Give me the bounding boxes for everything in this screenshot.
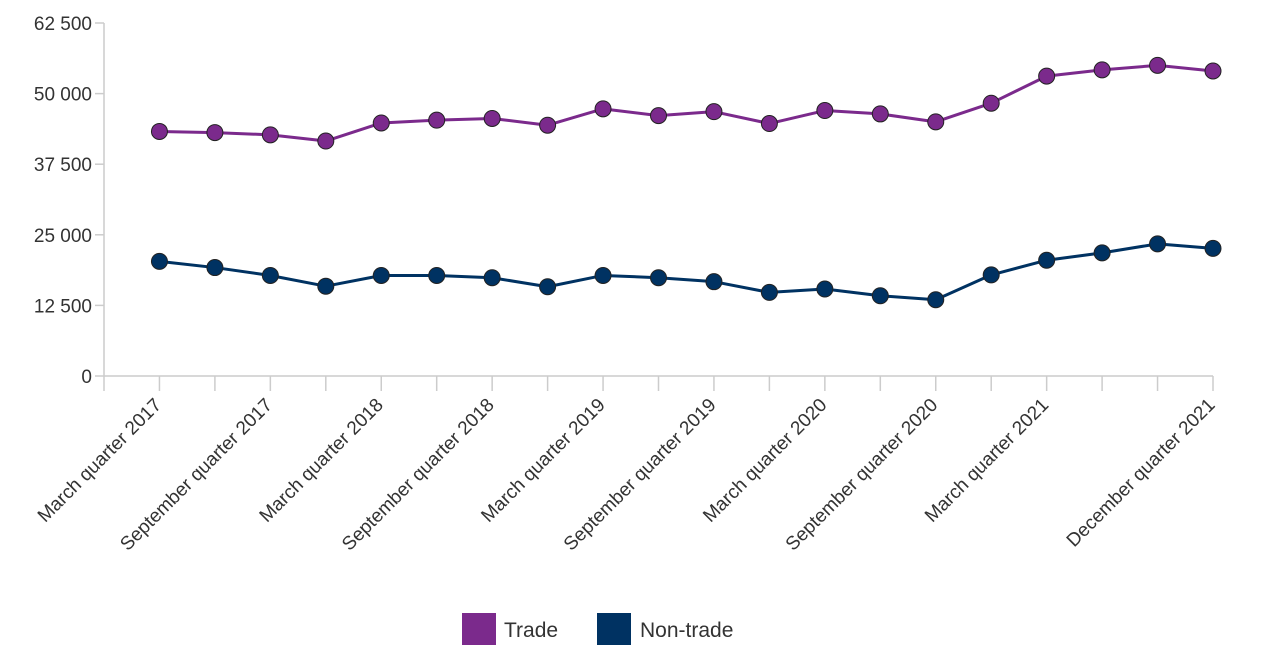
data-point-non-trade: [927, 291, 945, 309]
data-point-non-trade: [372, 266, 390, 284]
data-point-non-trade: [816, 280, 834, 298]
series-line-non-trade: [159, 242, 1214, 302]
data-point-non-trade: [206, 259, 224, 277]
data-point-trade: [1093, 61, 1111, 79]
legend-label-non-trade: Non-trade: [640, 619, 733, 642]
legend-label-trade: Trade: [504, 619, 558, 642]
legend: Trade Non-trade: [462, 613, 733, 645]
data-point-trade: [760, 115, 778, 133]
y-tick-label: 62 500: [34, 14, 92, 35]
data-point-trade: [650, 107, 667, 125]
data-point-trade: [1038, 67, 1056, 85]
data-point-trade: [539, 116, 557, 134]
data-point-trade: [372, 114, 390, 132]
data-point-non-trade: [705, 273, 723, 291]
data-point-non-trade: [982, 266, 1000, 284]
data-point-trade: [816, 102, 834, 120]
data-point-non-trade: [1149, 235, 1167, 253]
data-point-trade: [927, 113, 945, 131]
y-axis: 0 12 500 25 000 37 500 50 000 62 500: [34, 14, 105, 388]
x-tick-label: March quarter 2020: [699, 395, 831, 527]
x-tick-label: March quarter 2021: [921, 395, 1053, 527]
data-point-non-trade: [1093, 244, 1111, 262]
data-point-non-trade: [428, 266, 446, 284]
x-tick-label: March quarter 2017: [34, 395, 166, 527]
data-point-non-trade: [539, 278, 557, 296]
data-point-trade: [1149, 56, 1167, 74]
data-point-non-trade: [594, 266, 612, 284]
series-line-trade: [159, 63, 1214, 143]
data-point-trade: [982, 94, 1000, 112]
data-point-non-trade: [261, 266, 279, 284]
legend-swatch-non-trade: [597, 613, 631, 645]
y-tick-label: 0: [81, 367, 92, 388]
data-point-non-trade: [1204, 239, 1222, 257]
data-point-trade: [1204, 62, 1222, 80]
y-tick-label: 12 500: [34, 296, 92, 317]
legend-swatch-trade: [462, 613, 496, 645]
data-point-non-trade: [483, 269, 501, 287]
series-layer: [150, 56, 1222, 309]
data-point-non-trade: [317, 277, 335, 295]
data-point-non-trade: [871, 287, 889, 305]
data-point-trade: [871, 105, 889, 123]
data-point-trade: [206, 124, 224, 142]
x-tick-label: March quarter 2018: [256, 395, 388, 527]
y-tick-label: 50 000: [34, 85, 92, 106]
x-tick-label: December quarter 2021: [1063, 395, 1220, 552]
legend-item-non-trade[interactable]: Non-trade: [597, 613, 733, 645]
data-point-trade: [150, 122, 168, 140]
y-tick-label: 25 000: [34, 226, 92, 247]
data-point-trade: [317, 132, 335, 150]
data-point-non-trade: [760, 283, 778, 301]
data-point-trade: [594, 100, 612, 118]
data-point-trade: [261, 126, 279, 144]
data-point-non-trade: [150, 252, 168, 270]
data-point-non-trade: [650, 269, 667, 287]
y-tick-label: 37 500: [34, 155, 92, 176]
legend-item-trade[interactable]: Trade: [462, 613, 558, 645]
data-point-trade: [483, 109, 501, 127]
data-point-trade: [428, 111, 446, 129]
data-point-trade: [705, 103, 723, 121]
x-tick-label: March quarter 2019: [477, 395, 609, 527]
data-point-non-trade: [1038, 251, 1056, 269]
